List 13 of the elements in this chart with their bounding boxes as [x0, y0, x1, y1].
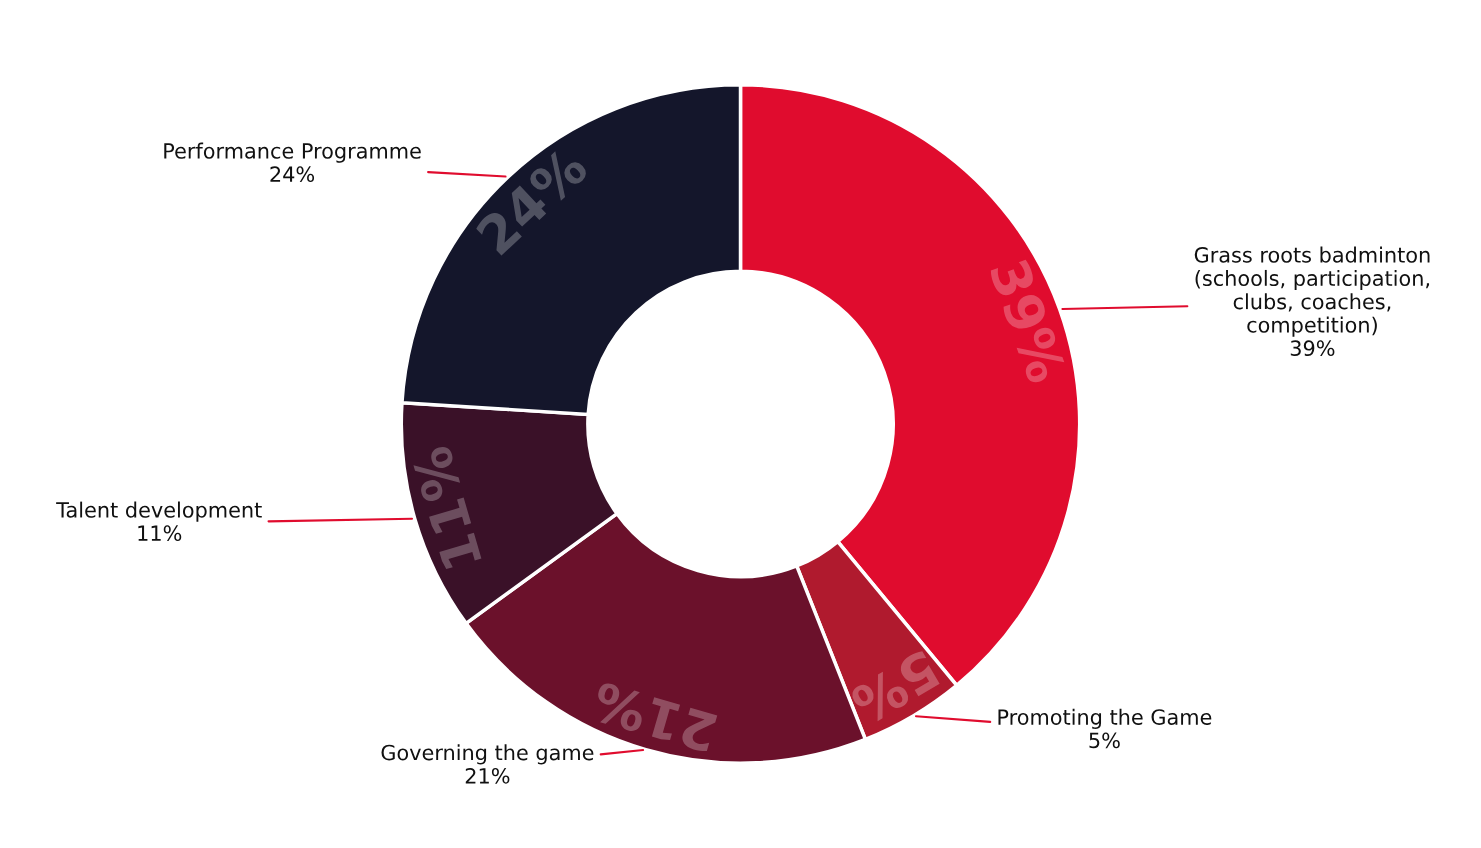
data-label: 11%	[410, 444, 483, 570]
data-label: 39%	[1290, 340, 1335, 357]
text: 5%	[1089, 732, 1120, 749]
slice-label: Performance Programme	[164, 142, 421, 163]
text: 39%	[989, 257, 1068, 386]
data-label: 24%	[270, 166, 315, 183]
text: 11%	[138, 525, 182, 542]
slice-label: Talent development	[56, 501, 262, 522]
data-label: 5%	[848, 649, 942, 727]
slice-label: Governing the game	[381, 744, 594, 765]
slice-label: Promoting the Game	[998, 708, 1212, 729]
slice-label: Grass roots badminton (schools, participation, clubs, coaches, competition)	[1194, 246, 1430, 337]
data-label: 21%	[465, 767, 510, 784]
